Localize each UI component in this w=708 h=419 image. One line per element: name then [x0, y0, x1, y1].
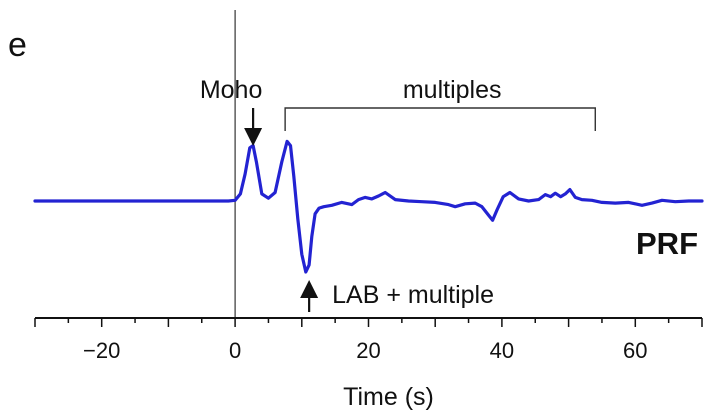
prf-trace — [33, 139, 704, 274]
x-tick-label: 60 — [623, 338, 647, 363]
x-tick-label: 0 — [229, 338, 241, 363]
multiples-annotation: multiples — [284, 76, 596, 131]
moho-annotation: Moho — [200, 76, 263, 146]
lab-annotation: LAB + multiple — [300, 280, 494, 312]
x-tick-label: −20 — [83, 338, 120, 363]
x-axis-ticks: −20 0 20 40 60 — [34, 318, 703, 363]
x-axis-label: Time (s) — [343, 383, 434, 411]
moho-arrow-head — [244, 128, 263, 146]
series-label-prf: PRF — [636, 226, 698, 261]
multiples-bracket — [284, 107, 596, 131]
moho-label: Moho — [200, 76, 263, 104]
panel-label: e — [8, 26, 27, 64]
x-tick-label: 20 — [356, 338, 380, 363]
multiples-label: multiples — [403, 76, 502, 104]
x-tick-label: 40 — [490, 338, 514, 363]
lab-label: LAB + multiple — [332, 281, 494, 309]
lab-arrow-head — [300, 280, 319, 298]
